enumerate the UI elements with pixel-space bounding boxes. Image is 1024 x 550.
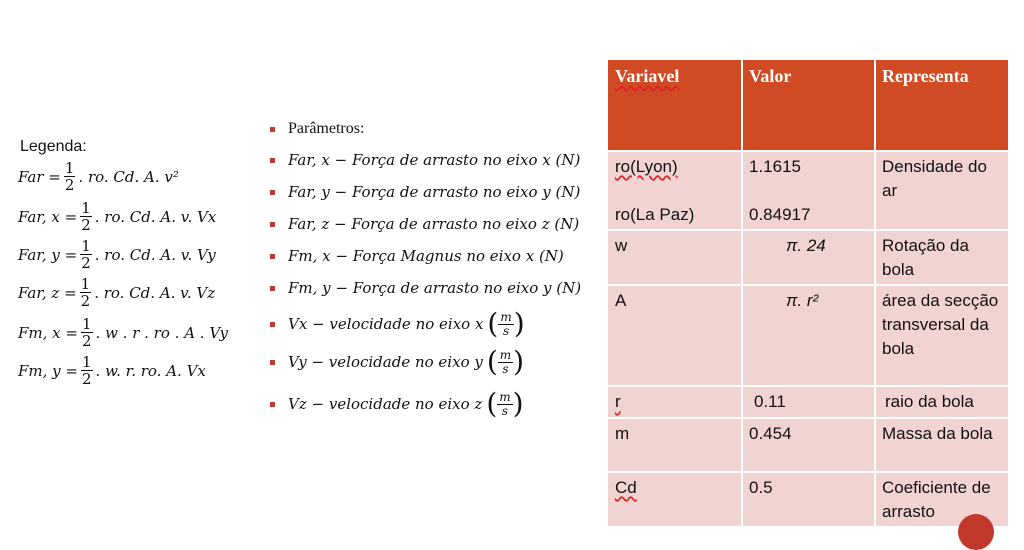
velocity-item: Vx − velocidade no eixo x (m s) <box>270 310 525 338</box>
table-cell: Massa da bola <box>875 418 1008 472</box>
formula-lhs: Far, x <box>18 207 60 226</box>
table-divider <box>608 471 1008 473</box>
table-divider <box>874 60 876 526</box>
velocity-item: Vy − velocidade no eixo y (m s) <box>270 348 524 376</box>
formula-rhs: . ro. Cd. A. v. Vy <box>94 245 216 264</box>
header-representa: Representa <box>875 60 1008 151</box>
slide-corner-decoration <box>958 514 994 550</box>
table-divider <box>608 229 1008 231</box>
table-cell: 0.454 <box>742 418 875 472</box>
formula-lhs: Far <box>18 167 44 186</box>
table-cell: π. 24 <box>742 230 875 285</box>
table-divider <box>608 417 1008 419</box>
bullet-icon <box>270 285 275 291</box>
table-cell: 0.5 <box>742 472 875 526</box>
param-item: Far, x − Força de arrasto no eixo x (N) <box>270 151 580 169</box>
table-divider <box>741 60 743 526</box>
unit-fraction: (m s) <box>486 345 525 378</box>
table-cell: π. r² <box>742 285 875 386</box>
formula-rhs: . w. r. ro. A. Vx <box>95 361 206 380</box>
table-cell: área da secção transversal da bola <box>875 285 1008 386</box>
table-cell: 1.1615 0.84917 <box>742 151 875 230</box>
table-divider <box>608 284 1008 286</box>
table-cell: 0.11 <box>742 386 875 418</box>
formula-lhs: Far, z <box>18 283 60 302</box>
table-cell: w <box>608 230 742 285</box>
bullet-icon <box>270 126 275 132</box>
param-item: Far, z − Força de arrasto no eixo z (N) <box>270 215 579 233</box>
table-cell: Densidade do ar <box>875 151 1008 230</box>
bullet-icon <box>270 253 275 259</box>
bullet-icon <box>270 321 275 327</box>
table-cell: raio da bola <box>875 386 1008 418</box>
params-title: Parâmetros: <box>270 120 364 138</box>
formula-lhs: Fm, y <box>18 361 61 380</box>
table-cell: Cd <box>608 472 742 526</box>
param-item: Fm, y − Força de arrasto no eixo y (N) <box>270 279 581 297</box>
unit-fraction: (m s) <box>486 387 524 420</box>
variables-table: Variavel Valor Representa ro(Lyon) ro(La… <box>608 60 1008 526</box>
param-item: Fm, x − Força Magnus no eixo x (N) <box>270 247 564 265</box>
bullet-icon <box>270 221 275 227</box>
formula-rhs: . ro. Cd. A. v. Vx <box>94 207 217 226</box>
formula-lhs: Far, y <box>18 245 60 264</box>
formula-rhs: . ro. Cd. A. v. Vz <box>94 283 216 302</box>
bullet-icon <box>270 401 275 407</box>
table-cell: Coeficiente de arrasto <box>875 472 1008 526</box>
table-cell: Rotação da bola <box>875 230 1008 285</box>
unit-fraction: (m s) <box>487 307 525 340</box>
formula-lhs: Fm, x <box>18 323 61 342</box>
bullet-icon <box>270 189 275 195</box>
formula-rhs: . ro. Cd. A. v² <box>78 167 179 186</box>
table-divider <box>608 385 1008 387</box>
table-cell: r <box>608 386 742 418</box>
table-cell: A <box>608 285 742 386</box>
param-item: Far, y − Força de arrasto no eixo y (N) <box>270 183 580 201</box>
bullet-icon <box>270 157 275 163</box>
table-cell: ro(Lyon) ro(La Paz) <box>608 151 742 230</box>
table-cell: m <box>608 418 742 472</box>
formula-rhs: . w . r . ro . A . Vy <box>95 323 229 342</box>
header-variavel: Variavel <box>608 60 742 151</box>
bullet-icon <box>270 359 275 365</box>
legend-title: Legenda: <box>20 138 87 155</box>
table-divider <box>608 150 1008 152</box>
velocity-item: Vz − velocidade no eixo z (m s) <box>270 390 524 418</box>
header-valor: Valor <box>742 60 875 151</box>
